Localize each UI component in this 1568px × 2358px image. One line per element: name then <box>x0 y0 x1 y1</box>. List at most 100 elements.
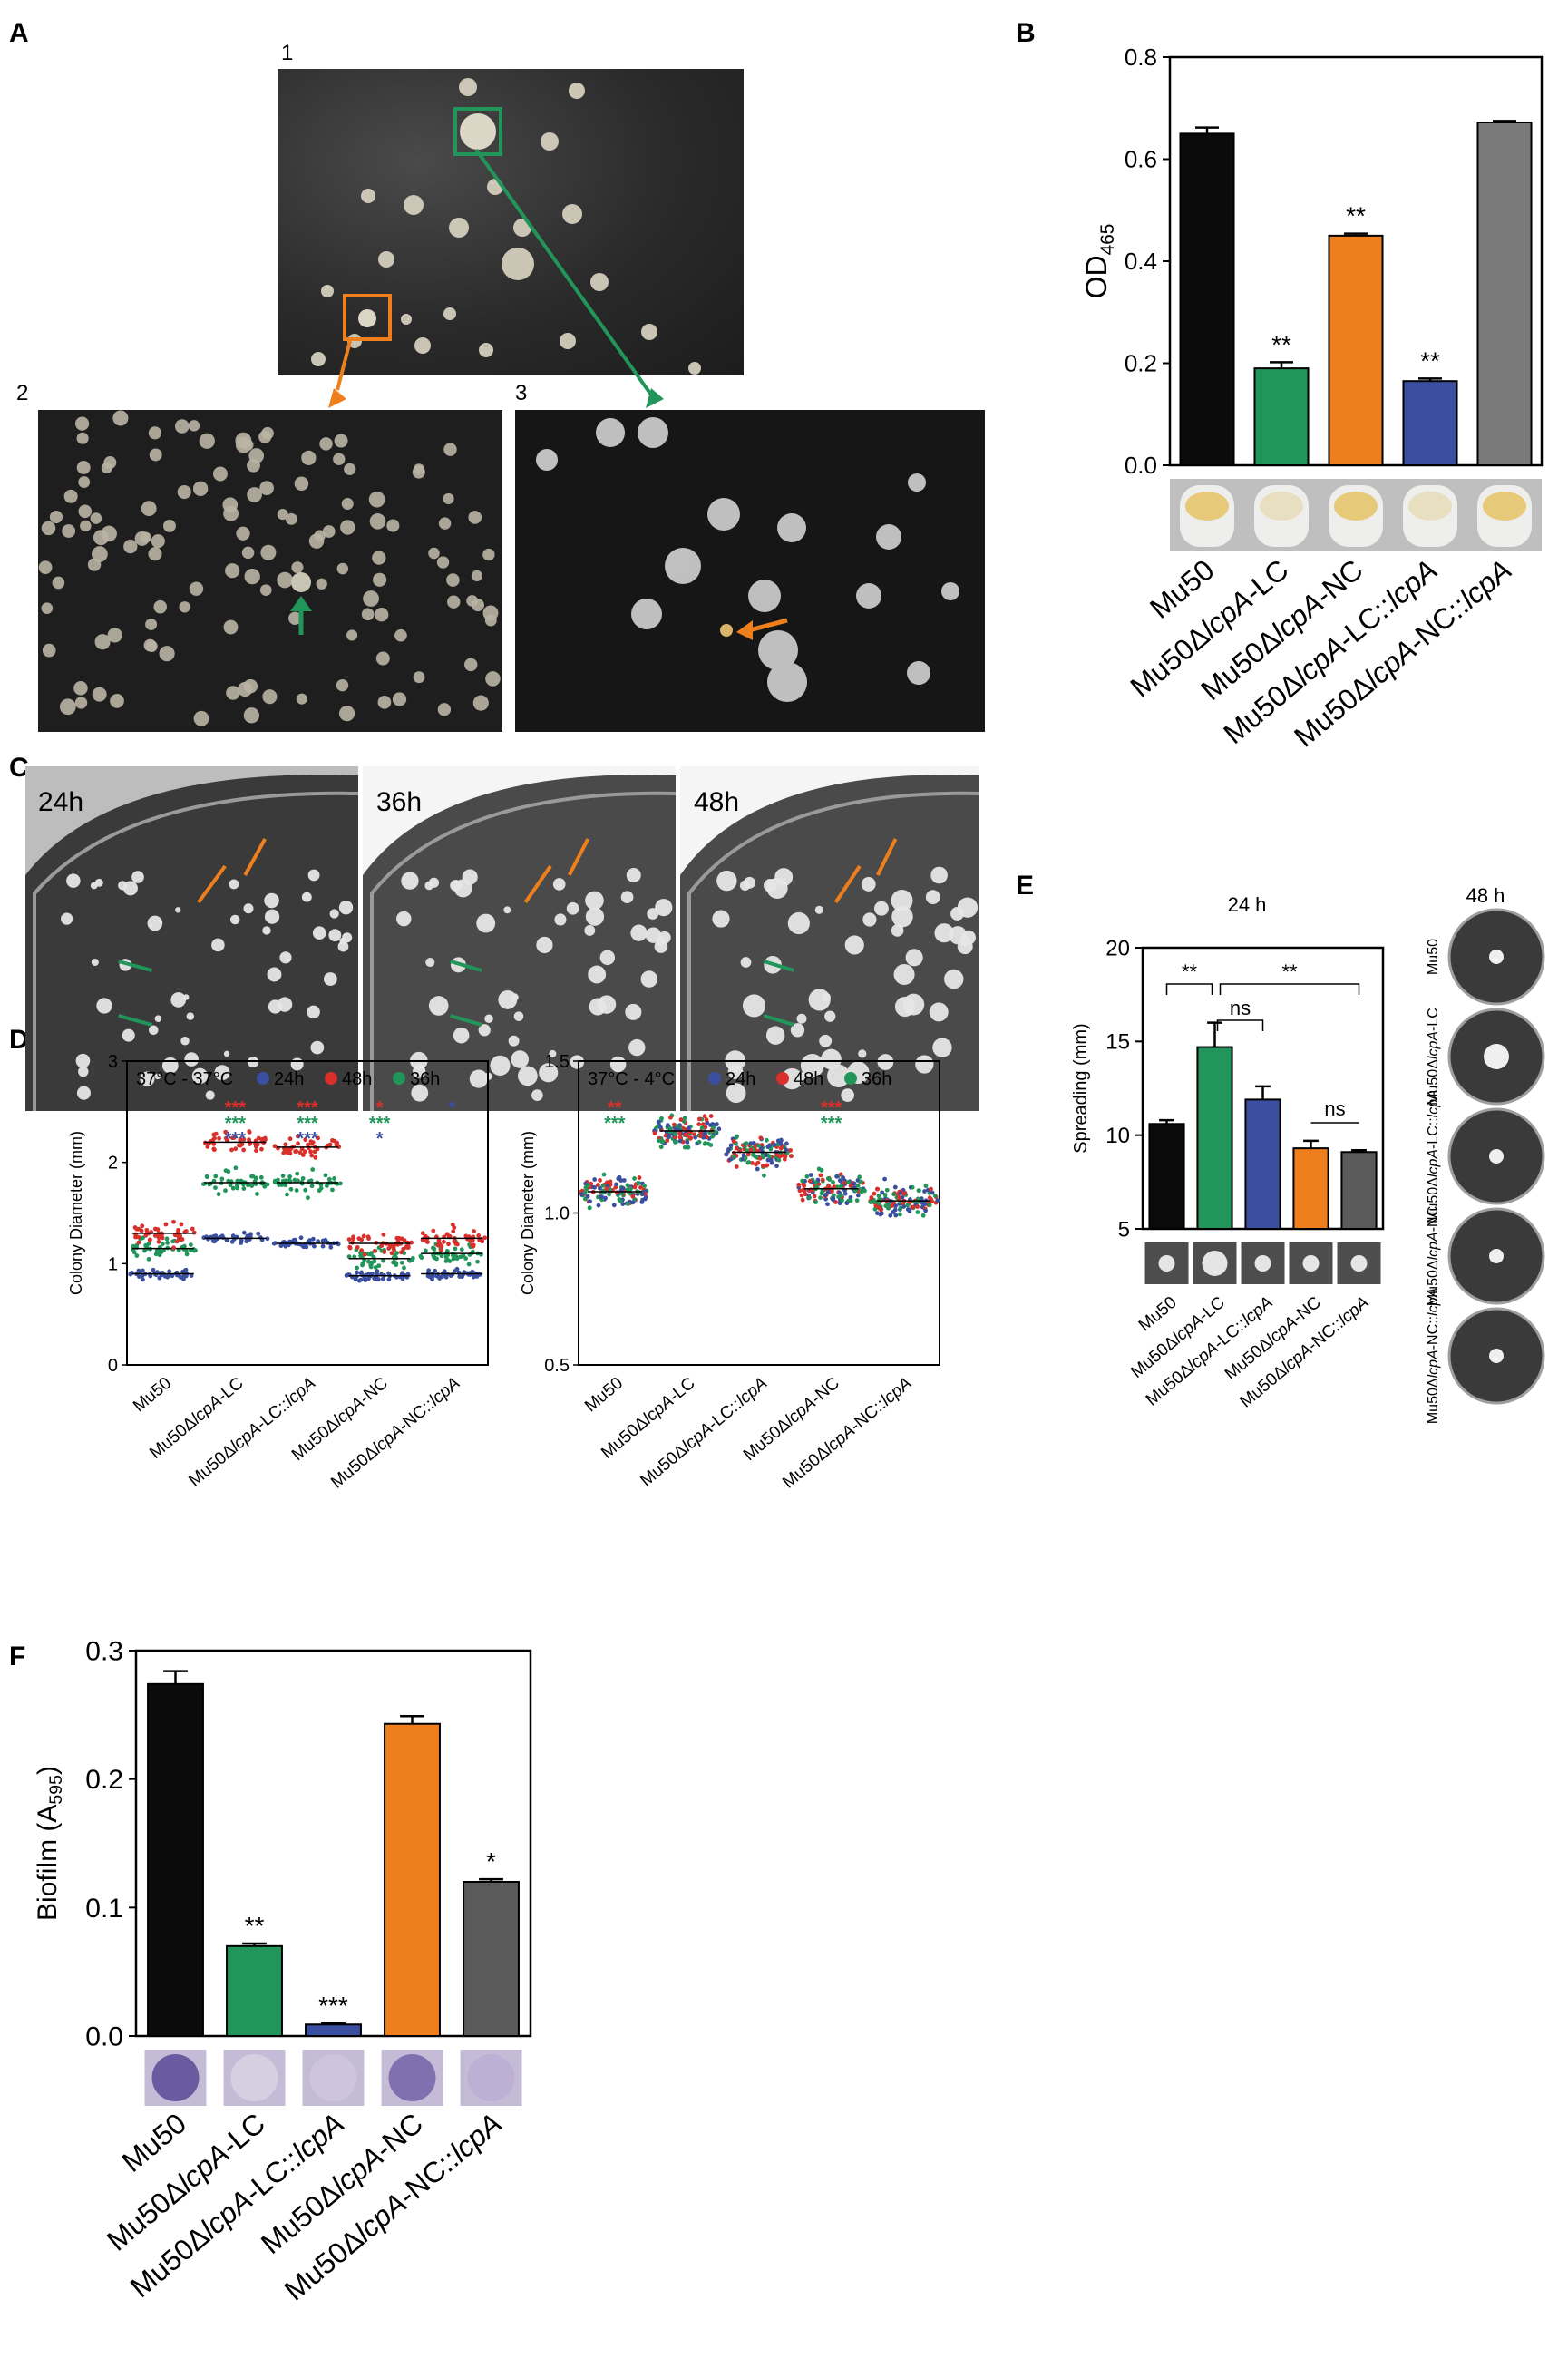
chartD1-sig-1-2: *** <box>225 1129 247 1149</box>
chartD1-dots-48h-2 <box>272 1134 342 1160</box>
chartD2-cat-label-4: Mu50ΔlcpA-NC::lcpA <box>779 1374 915 1493</box>
e-bracket-label-3: ns <box>1324 1097 1345 1120</box>
chartF-ytick-label: 0.1 <box>85 1894 123 1924</box>
plate-photo-zoom-large <box>515 410 985 732</box>
chartD2-cat-label-0: Mu50 <box>581 1374 627 1417</box>
chartD2-legend-label-2: 36h <box>862 1069 891 1089</box>
plate-photo-zoom-small-colonies <box>38 410 501 726</box>
chartD1-legend-dot-1 <box>325 1072 337 1085</box>
chartD2-dots-1 <box>652 1113 722 1150</box>
panel-letter-a: A <box>9 18 29 48</box>
e-thumb-colony-3 <box>1302 1255 1320 1272</box>
chartD1-sig-2-0: *** <box>297 1098 318 1118</box>
chartD1-legend-dot-2 <box>393 1072 405 1085</box>
panel-a-sub-1: 1 <box>281 41 294 65</box>
chartB-bar-0 <box>1179 132 1235 466</box>
chartB-ytick-label: 0.8 <box>1125 44 1157 71</box>
f-well-stain-3 <box>388 2054 436 2101</box>
chartD2-legend-dot-2 <box>844 1072 857 1085</box>
f-well-stain-2 <box>309 2054 357 2101</box>
svg-text:Mu50: Mu50 <box>581 1374 627 1417</box>
chartB-bar-3 <box>1402 380 1458 466</box>
plate-photo-24h <box>25 766 358 1111</box>
chartD1-ytick-label: 3 <box>108 1052 118 1072</box>
chartD1-dots-36h-4 <box>418 1239 483 1267</box>
tube-pellet-3 <box>1408 492 1452 521</box>
e-bracket-2 <box>1219 983 1360 995</box>
chartD1-legend-label-2: 36h <box>410 1069 440 1089</box>
e-plate-colony-4 <box>1489 1349 1504 1363</box>
chartE-bar-2 <box>1244 1098 1281 1231</box>
chartE-ytick-label: 5 <box>1118 1217 1130 1242</box>
chartB-ytick-label: 0.0 <box>1125 452 1157 479</box>
chartD1-sig-4-0: * <box>448 1098 455 1118</box>
e-left-title: 24 h <box>1228 893 1267 916</box>
plate-photo-zoom-small <box>38 410 502 732</box>
chartD2-ytick-label: 1.0 <box>544 1204 570 1224</box>
svg-text:Mu50ΔlcpA-LC::lcpA: Mu50ΔlcpA-LC::lcpA <box>637 1374 771 1491</box>
chartD1-legend-dot-0 <box>257 1072 269 1085</box>
chartE-bar-1 <box>1196 1046 1233 1230</box>
chartD1-ytick-label: 2 <box>108 1154 118 1174</box>
svg-text:Mu50ΔlcpA-NC::lcpA: Mu50ΔlcpA-NC::lcpA <box>779 1374 915 1493</box>
chartF-sig-1: ** <box>245 1912 265 1940</box>
tube-pellet-2 <box>1334 492 1378 521</box>
e-thumb-colony-2 <box>1254 1255 1271 1272</box>
plate-photo-48h-colonies <box>680 775 979 1111</box>
chartD1-cat-label-2: Mu50ΔlcpA-LC::lcpA <box>185 1374 319 1491</box>
chartD1-frame <box>126 1060 489 1366</box>
e-right-title: 48 h <box>1466 884 1505 907</box>
f-well-stain-1 <box>230 2054 278 2101</box>
panel-a-sub-3: 3 <box>515 381 528 405</box>
chartB-bar-4 <box>1476 122 1533 466</box>
panel-letter-e: E <box>1016 871 1035 901</box>
chartD1-dots-24h-2 <box>271 1235 341 1250</box>
chartF-bar-4 <box>463 1881 520 2037</box>
chartD1-sig-1-0: *** <box>225 1098 247 1118</box>
chartD2-ytick-label: 0.5 <box>544 1356 570 1376</box>
chartD2-frame <box>578 1060 940 1366</box>
chartD1-sig-2-2: *** <box>297 1129 318 1149</box>
tube-pellet-4 <box>1483 492 1526 521</box>
chartD2-dots-4 <box>868 1176 940 1218</box>
chartE-bar-0 <box>1148 1123 1185 1231</box>
e-thumb-colony-4 <box>1350 1255 1368 1272</box>
chartD2-sig-0-1: *** <box>604 1114 626 1134</box>
f-well-stain-0 <box>151 2054 200 2101</box>
chartB-sig-3: ** <box>1420 346 1440 375</box>
chartD1-dots-36h-1 <box>201 1165 270 1197</box>
chartD1-legend-title: 37°C - 37°C <box>136 1069 233 1089</box>
tube-pellet-1 <box>1260 492 1303 521</box>
plate-photo-zoom-large-colonies <box>536 417 959 702</box>
tube-pellet-0 <box>1185 492 1229 521</box>
chartB-ytick-label: 0.2 <box>1125 350 1157 377</box>
chartD1-dots-24h-0 <box>128 1267 194 1282</box>
time-label-48h: 48h <box>694 787 740 817</box>
chartF-ytick-label: 0.0 <box>85 2022 123 2052</box>
chartB-ytick-label: 0.6 <box>1125 146 1157 173</box>
chartE-ytick-label: 10 <box>1105 1124 1130 1148</box>
panel-letter-b: B <box>1016 18 1036 48</box>
chartD1-sig-3-2: * <box>376 1129 384 1149</box>
chartF-bar-2 <box>305 2023 362 2037</box>
chartD1-dots-48h-1 <box>202 1129 268 1154</box>
panel-letter-c: C <box>9 753 29 783</box>
chartD1-sig-1-1: *** <box>225 1114 247 1134</box>
chartF-bar-3 <box>384 1722 441 2037</box>
chartE-ytick-label: 15 <box>1105 1030 1130 1055</box>
chartE-bar-4 <box>1340 1151 1378 1231</box>
chartD1-ytick-label: 1 <box>108 1254 118 1274</box>
e-plate-label-1: Mu50ΔlcpA-LC <box>1426 1008 1441 1106</box>
panel-letter-f: F <box>9 1642 26 1671</box>
e-bracket-label-2: ** <box>1281 960 1298 983</box>
e-plate-colony-2 <box>1489 1149 1504 1164</box>
chartB-sig-1: ** <box>1271 330 1291 358</box>
chartD1-legend-label-0: 24h <box>274 1069 304 1089</box>
time-label-24h: 24h <box>38 787 84 817</box>
plate-photo-overview <box>278 69 744 375</box>
chartD2-legend-label-1: 48h <box>794 1069 823 1089</box>
chartD1-legend-label-1: 48h <box>342 1069 372 1089</box>
chartD2-dots-3 <box>796 1166 867 1207</box>
e-plate-label-0: Mu50 <box>1426 939 1441 975</box>
